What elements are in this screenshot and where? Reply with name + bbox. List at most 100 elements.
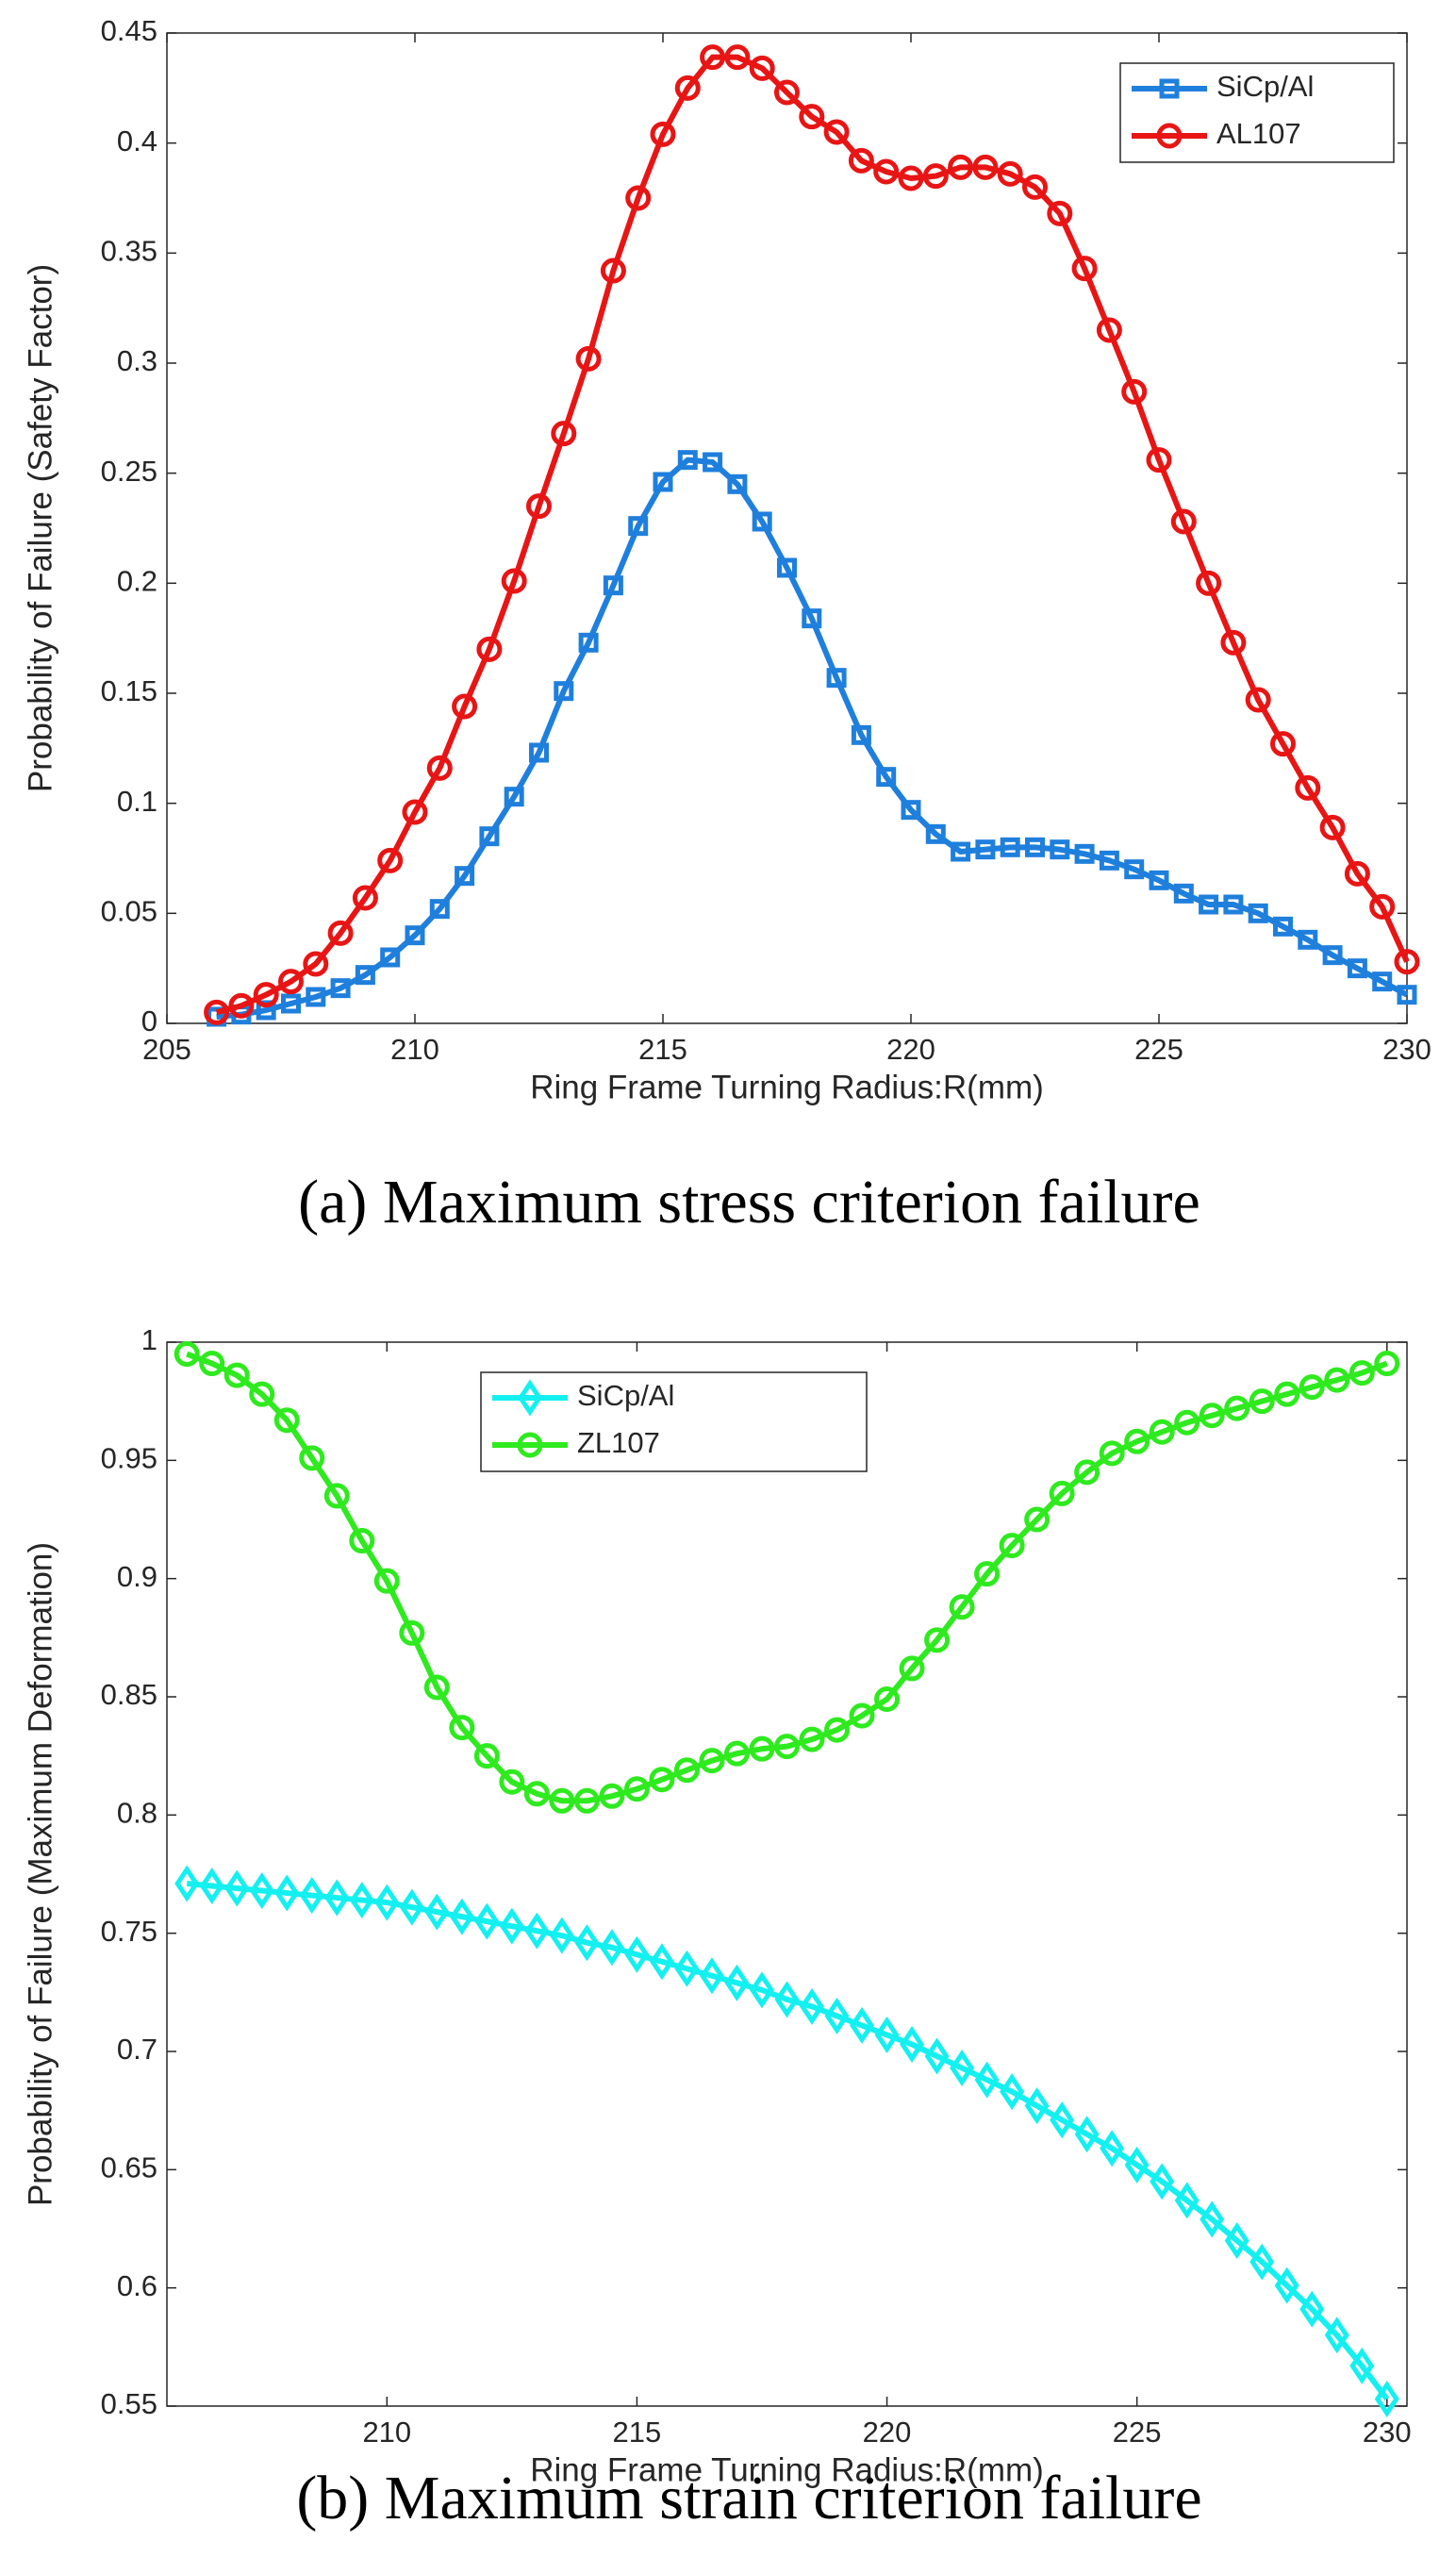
marker <box>1000 2073 1025 2111</box>
marker <box>727 473 748 494</box>
marker <box>1299 2290 1325 2328</box>
marker <box>504 787 524 807</box>
marker <box>774 1981 800 2018</box>
marker <box>900 2025 925 2063</box>
series-line <box>215 54 1410 1016</box>
marker <box>649 1767 675 1793</box>
marker <box>455 866 475 887</box>
y-tick-label: 0.3 <box>117 344 157 377</box>
marker <box>799 1726 825 1752</box>
marker <box>723 1740 750 1767</box>
marker <box>1025 837 1045 857</box>
marker <box>749 1971 774 2009</box>
marker <box>1274 2266 1299 2304</box>
marker <box>303 951 329 977</box>
series-line <box>216 457 1409 1020</box>
marker <box>1074 2116 1100 2153</box>
x-tick-label: 215 <box>638 1033 687 1066</box>
marker <box>924 2037 950 2075</box>
marker <box>228 992 255 1019</box>
marker <box>599 1783 625 1809</box>
marker <box>1121 378 1148 405</box>
legend-label: SiCp/Al <box>1216 70 1314 103</box>
marker <box>974 1561 1001 1587</box>
marker <box>1347 958 1367 979</box>
marker <box>1249 1388 1275 1415</box>
marker <box>802 608 822 629</box>
marker <box>424 1893 450 1931</box>
marker <box>873 158 900 185</box>
marker <box>1349 2347 1375 2384</box>
marker <box>876 767 897 788</box>
marker <box>1223 894 1244 915</box>
marker <box>898 165 924 191</box>
marker <box>1022 174 1048 200</box>
marker <box>901 800 921 821</box>
marker <box>349 1528 375 1554</box>
marker <box>1074 1459 1100 1486</box>
marker <box>1372 971 1393 992</box>
marker <box>824 1997 850 2034</box>
marker <box>950 2050 975 2087</box>
marker <box>922 163 949 190</box>
marker <box>1298 929 1318 950</box>
marker <box>476 636 503 662</box>
marker <box>1149 1419 1175 1445</box>
marker <box>874 2016 900 2053</box>
marker <box>1159 78 1180 99</box>
marker <box>1170 508 1197 535</box>
marker <box>749 55 775 81</box>
marker <box>574 1924 600 1962</box>
marker <box>374 1884 400 1921</box>
marker <box>1224 1395 1250 1421</box>
marker <box>653 472 673 492</box>
plot-area <box>167 33 1407 1023</box>
marker <box>1374 1351 1400 1377</box>
marker <box>724 1964 750 2001</box>
marker <box>402 799 428 825</box>
marker <box>1344 860 1370 887</box>
marker <box>426 755 453 781</box>
marker <box>799 104 825 130</box>
marker <box>800 1987 825 2025</box>
marker <box>628 516 649 537</box>
y-tick-label: 0.65 <box>101 2151 157 2184</box>
marker <box>499 1907 524 1945</box>
marker <box>223 1362 250 1388</box>
marker <box>1295 774 1321 801</box>
marker <box>749 1735 775 1762</box>
y-axis-label: Probability of Failure (Safety Factor) <box>22 264 58 792</box>
marker <box>349 1882 374 1919</box>
legend-box <box>480 1371 868 1472</box>
marker <box>674 1950 700 1987</box>
marker <box>449 1898 474 1935</box>
marker <box>599 1929 624 1967</box>
marker <box>373 1568 400 1594</box>
marker <box>473 1743 500 1769</box>
marker <box>1199 894 1219 915</box>
x-tick-label: 205 <box>142 1033 191 1066</box>
axes-box <box>166 32 1408 1024</box>
marker <box>523 1781 550 1807</box>
marker <box>1050 2101 1075 2139</box>
marker <box>848 147 874 174</box>
marker <box>449 1715 475 1741</box>
marker <box>951 841 971 862</box>
marker <box>499 1768 525 1795</box>
y-tick-label: 0.25 <box>101 455 157 488</box>
marker <box>380 947 401 968</box>
marker <box>501 568 527 594</box>
marker <box>1049 1480 1075 1506</box>
y-tick-label: 0.1 <box>117 785 157 818</box>
marker <box>700 44 726 71</box>
marker <box>474 1902 500 1940</box>
marker <box>851 724 871 745</box>
marker <box>924 1627 951 1653</box>
marker <box>1248 903 1268 923</box>
marker <box>352 885 378 911</box>
marker <box>949 1594 975 1620</box>
marker <box>174 1865 200 1902</box>
marker <box>1245 687 1271 713</box>
marker <box>174 1341 200 1368</box>
